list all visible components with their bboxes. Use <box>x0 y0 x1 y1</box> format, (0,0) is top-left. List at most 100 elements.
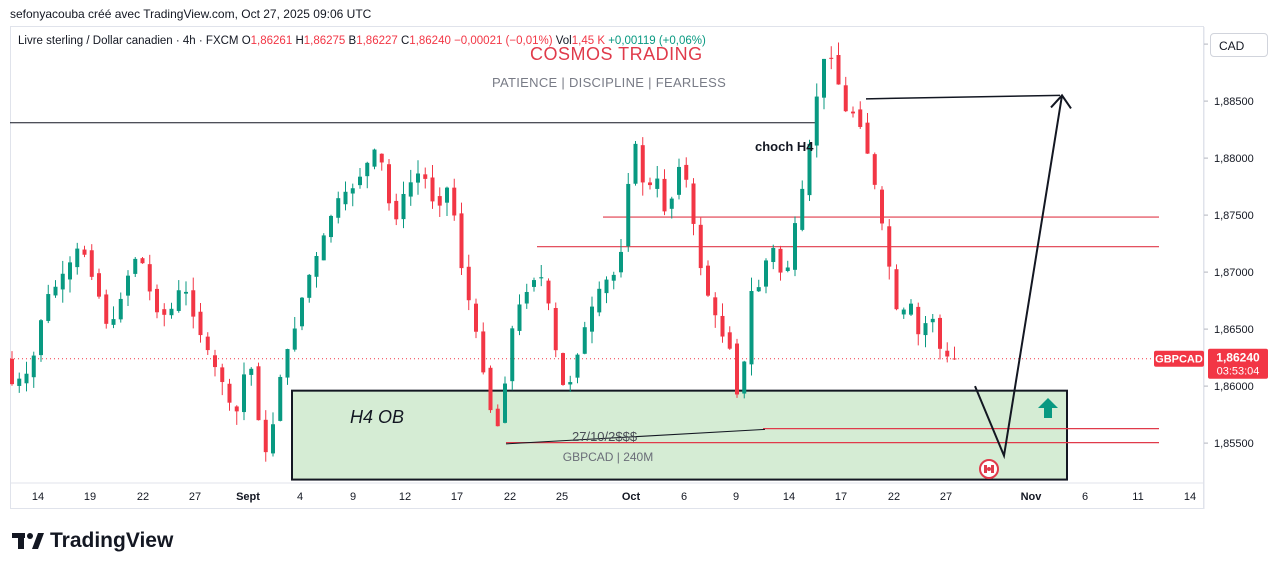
price-change: −0,00021 (−0,01%) <box>454 35 553 47</box>
candle-body <box>75 248 80 268</box>
candle-body <box>503 383 507 423</box>
low-value: 1,86227 <box>356 35 398 47</box>
candle-body <box>604 279 609 294</box>
candle-body <box>640 145 645 183</box>
candle-body <box>198 311 203 336</box>
x-tick-label: 19 <box>84 491 96 503</box>
candle-body <box>220 367 225 383</box>
order-block-label: H4 OB <box>350 407 404 427</box>
candle-body <box>930 318 935 323</box>
candle-body <box>271 424 275 454</box>
candle-body <box>416 173 420 183</box>
candle-body <box>263 419 268 453</box>
candle-body <box>568 382 573 385</box>
x-tick-label: 6 <box>681 491 687 503</box>
candle-body <box>611 274 616 281</box>
candle-body <box>401 193 406 220</box>
candle-body <box>466 266 471 301</box>
symbol-description[interactable]: Livre sterling / Dollar canadien · 4h · … <box>18 35 239 47</box>
candle-body <box>865 122 870 154</box>
candle-body <box>923 323 928 336</box>
candle-body <box>387 164 391 204</box>
candle-body <box>901 309 906 315</box>
symbol-price-badge <box>1154 350 1204 367</box>
candle-body <box>343 191 348 205</box>
candle-body <box>735 343 739 395</box>
candle-body <box>524 291 529 304</box>
candle-body <box>205 336 210 351</box>
candle-body <box>155 288 159 313</box>
candle-body <box>952 358 957 360</box>
candle-body <box>408 182 413 197</box>
candle-body <box>365 162 370 177</box>
candle-body <box>191 290 196 317</box>
projection-path <box>974 95 1063 460</box>
last-price-badge <box>1208 348 1268 379</box>
projection-arrowhead <box>1050 93 1072 109</box>
x-tick-label: 11 <box>1132 491 1143 503</box>
candle-body <box>10 358 14 385</box>
candle-body <box>89 250 94 277</box>
y-tick-label: 1,88000 <box>1214 153 1254 165</box>
x-tick-label: 22 <box>888 491 900 503</box>
bar-countdown: 03:53:04 <box>1217 366 1260 378</box>
candle-body <box>111 319 116 325</box>
watermark-title: COSMOS TRADING <box>530 44 703 64</box>
candle-body <box>669 198 674 209</box>
x-tick-label: 9 <box>350 491 356 503</box>
candle-body <box>307 274 312 298</box>
candle-body <box>300 297 304 327</box>
candle-body <box>916 306 921 335</box>
last-price-value: 1,86240 <box>1216 351 1260 365</box>
candle-body <box>785 267 790 271</box>
candle-body <box>394 200 399 220</box>
candle-body <box>793 223 797 270</box>
candle-body <box>292 328 297 350</box>
choch-label: choch H4 <box>755 139 814 154</box>
candle-body <box>510 328 515 382</box>
watermark-subtitle: PATIENCE | DISCIPLINE | FEARLESS <box>492 75 727 90</box>
flag-bar-right <box>991 465 994 473</box>
candle-body <box>68 262 72 280</box>
candles-group <box>10 42 957 462</box>
symbol-badge-label: GBPCAD <box>1155 354 1203 366</box>
candle-body <box>698 224 703 269</box>
candle-body <box>423 174 428 179</box>
candle-body <box>285 349 290 378</box>
candle-body <box>749 291 754 365</box>
candle-body <box>800 188 805 230</box>
candle-body <box>771 247 776 263</box>
candle-body <box>474 303 478 332</box>
candle-body <box>764 260 768 287</box>
candle-body <box>118 298 123 320</box>
currency-selector[interactable]: CAD <box>1210 33 1268 57</box>
x-tick-label: 4 <box>297 491 303 503</box>
candle-body <box>880 189 884 224</box>
candle-body <box>872 154 877 185</box>
x-tick-label: 12 <box>399 491 411 503</box>
candle-body <box>53 286 58 296</box>
y-tick-label: 1,85500 <box>1214 438 1254 450</box>
candle-body <box>822 58 826 98</box>
candle-body <box>843 85 848 112</box>
tradingview-logo[interactable]: TradingView <box>12 529 173 553</box>
candle-body <box>314 256 319 277</box>
candle-body <box>31 355 36 378</box>
candle-body <box>938 317 942 349</box>
candle-body <box>437 196 442 206</box>
x-tick-label: 17 <box>835 491 847 503</box>
order-block-caption: GBPCAD | 240M <box>563 450 653 464</box>
x-tick-label: 14 <box>783 491 795 503</box>
candle-body <box>379 153 384 163</box>
close-value: 1,86240 <box>409 35 451 47</box>
flag-bar-left <box>984 465 987 473</box>
tradingview-logo-text: TradingView <box>50 529 174 552</box>
liquidity-trendline <box>505 428 766 445</box>
candle-body <box>648 182 652 186</box>
y-tick-label: 1,86500 <box>1214 324 1254 336</box>
tradingview-logo-icon <box>12 533 44 549</box>
low-label: B <box>348 35 357 47</box>
x-tick-label: Sept <box>236 491 260 503</box>
volume-change: +0,00119 (+0,06%) <box>608 35 706 47</box>
